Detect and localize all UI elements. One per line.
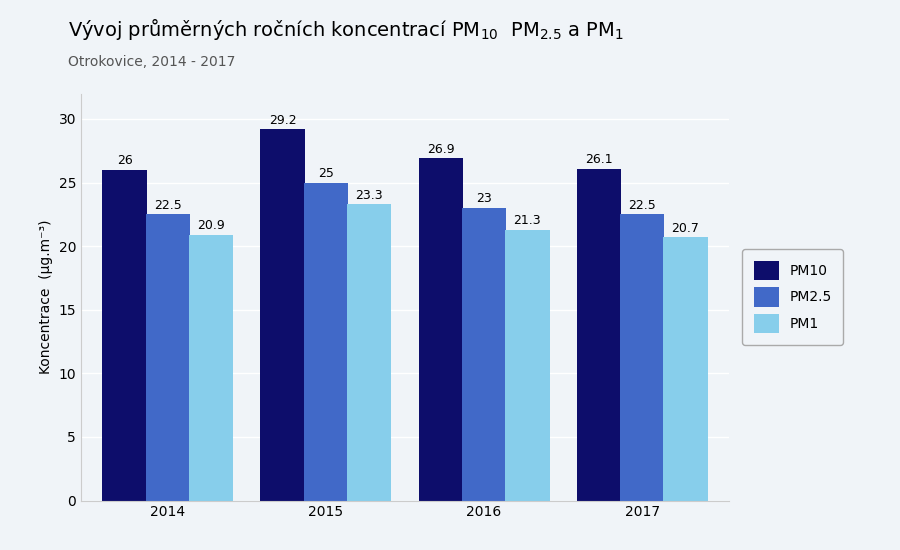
- Text: 23.3: 23.3: [356, 189, 383, 202]
- Bar: [418, 158, 463, 501]
- Bar: [462, 208, 506, 500]
- Text: Otrokovice, 2014 - 2017: Otrokovice, 2014 - 2017: [68, 55, 235, 69]
- Bar: [304, 183, 348, 501]
- Bar: [663, 237, 707, 500]
- Text: 20.9: 20.9: [197, 219, 225, 232]
- Bar: [146, 214, 190, 500]
- Text: 29.2: 29.2: [269, 113, 296, 127]
- Text: 22.5: 22.5: [154, 199, 182, 212]
- Text: 26: 26: [117, 154, 132, 167]
- Y-axis label: Koncentrace  (μg.m⁻³): Koncentrace (μg.m⁻³): [39, 220, 53, 374]
- Text: Vývoj průměrných ročních koncentrací PM$_{10}$  PM$_{2.5}$ a PM$_{1}$: Vývoj průměrných ročních koncentrací PM$…: [68, 16, 624, 41]
- Bar: [505, 229, 550, 500]
- Text: 26.9: 26.9: [427, 143, 454, 156]
- Bar: [347, 204, 392, 501]
- Legend: PM10, PM2.5, PM1: PM10, PM2.5, PM1: [742, 250, 843, 344]
- Bar: [620, 214, 664, 500]
- Text: 23: 23: [476, 192, 492, 206]
- Bar: [189, 235, 233, 500]
- Text: 26.1: 26.1: [585, 153, 613, 166]
- Text: 25: 25: [318, 167, 334, 180]
- Text: 22.5: 22.5: [628, 199, 656, 212]
- Text: 20.7: 20.7: [671, 222, 699, 235]
- Bar: [577, 168, 621, 500]
- Text: 21.3: 21.3: [514, 214, 541, 227]
- Bar: [103, 170, 147, 500]
- Bar: [260, 129, 305, 500]
